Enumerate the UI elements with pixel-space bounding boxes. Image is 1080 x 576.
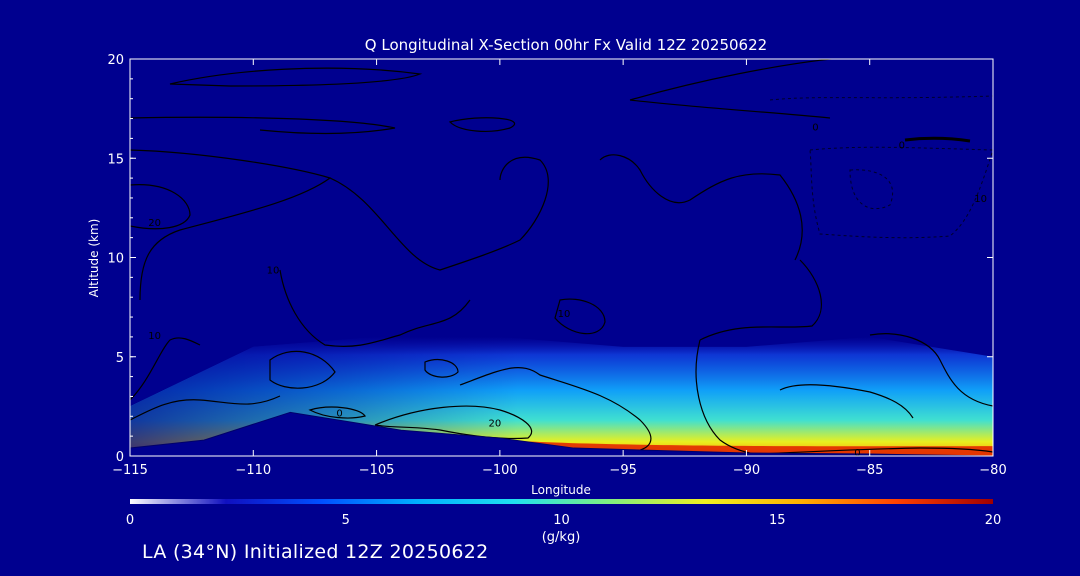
contour-label: 0 bbox=[812, 122, 818, 133]
contour-line bbox=[699, 259, 822, 341]
y-tick-label: 0 bbox=[116, 450, 124, 465]
colorbar-tick-label: 0 bbox=[126, 513, 134, 528]
contour-line bbox=[424, 359, 459, 378]
contour-line bbox=[130, 184, 191, 230]
footer-init-info: LA (34°N) Initialized 12Z 20250622 bbox=[142, 541, 489, 563]
contour-label: 0 bbox=[899, 140, 905, 151]
contour-line bbox=[739, 447, 993, 456]
colorbar-tick-label: 10 bbox=[553, 513, 570, 528]
contour-line bbox=[130, 395, 281, 421]
contour-labels: 20 10 10 0 20 10 0 0 0 10 bbox=[148, 122, 987, 459]
contour-label: 0 bbox=[854, 448, 860, 459]
x-tick-label: −115 bbox=[112, 463, 148, 478]
contour-line bbox=[269, 350, 336, 389]
contour-line bbox=[130, 337, 201, 401]
contour-line bbox=[279, 269, 471, 347]
contour-line bbox=[599, 154, 803, 261]
contour-line-bold bbox=[904, 136, 971, 143]
y-tick-label: 5 bbox=[116, 351, 124, 366]
contour-line bbox=[169, 67, 423, 87]
contour-line bbox=[130, 116, 396, 135]
contour-line bbox=[329, 156, 549, 271]
contour-line bbox=[779, 384, 914, 419]
terrain-profile bbox=[130, 411, 993, 456]
dashed-contour-line bbox=[849, 169, 893, 210]
contour-label: 10 bbox=[267, 265, 280, 276]
contour-label: 0 bbox=[336, 408, 342, 419]
x-tick-label: −100 bbox=[482, 463, 518, 478]
contour-line bbox=[308, 406, 366, 419]
x-tick-label: −105 bbox=[359, 463, 395, 478]
chart-title: Q Longitudinal X-Section 00hr Fx Valid 1… bbox=[365, 36, 767, 54]
contour-label: 20 bbox=[148, 218, 161, 229]
contour-label: 20 bbox=[489, 418, 502, 429]
contour-line bbox=[629, 99, 831, 119]
x-tick-label: −90 bbox=[733, 463, 760, 478]
contour-label: 10 bbox=[974, 194, 987, 205]
colorbar-tick-label: 15 bbox=[769, 513, 786, 528]
contour-line bbox=[629, 59, 837, 101]
x-tick-label: −110 bbox=[235, 463, 271, 478]
colorbar-tick-label: 20 bbox=[985, 513, 1002, 528]
dashed-contour-line bbox=[809, 146, 993, 239]
colorbar-tick-label: 5 bbox=[342, 513, 350, 528]
x-tick-label: −85 bbox=[856, 463, 883, 478]
dashed-contour-line bbox=[769, 95, 993, 101]
y-tick-label: 15 bbox=[107, 152, 124, 167]
colorbar bbox=[130, 499, 993, 504]
contour-line bbox=[554, 298, 606, 335]
colorbar-label: (g/kg) bbox=[542, 530, 581, 545]
dashed-contours bbox=[769, 95, 993, 239]
contour-label: 10 bbox=[148, 331, 161, 342]
contour-line bbox=[448, 117, 516, 132]
colorbar-ticks: 0 5 10 15 20 bbox=[126, 513, 1001, 528]
x-ticks: −115 −110 −105 −100 −95 −90 −85 −80 bbox=[112, 59, 1007, 478]
y-axis-label: Altitude (km) bbox=[87, 219, 101, 298]
contour-line bbox=[869, 333, 993, 407]
contour-label: 10 bbox=[558, 309, 571, 320]
y-tick-label: 20 bbox=[107, 53, 124, 68]
x-axis-label: Longitude bbox=[531, 483, 591, 497]
contour-line bbox=[374, 405, 533, 440]
x-tick-label: −95 bbox=[609, 463, 636, 478]
y-tick-label: 10 bbox=[107, 252, 124, 267]
x-tick-label: −80 bbox=[979, 463, 1006, 478]
contour-line bbox=[130, 149, 332, 301]
y-ticks: 0 5 10 15 20 bbox=[107, 53, 993, 465]
